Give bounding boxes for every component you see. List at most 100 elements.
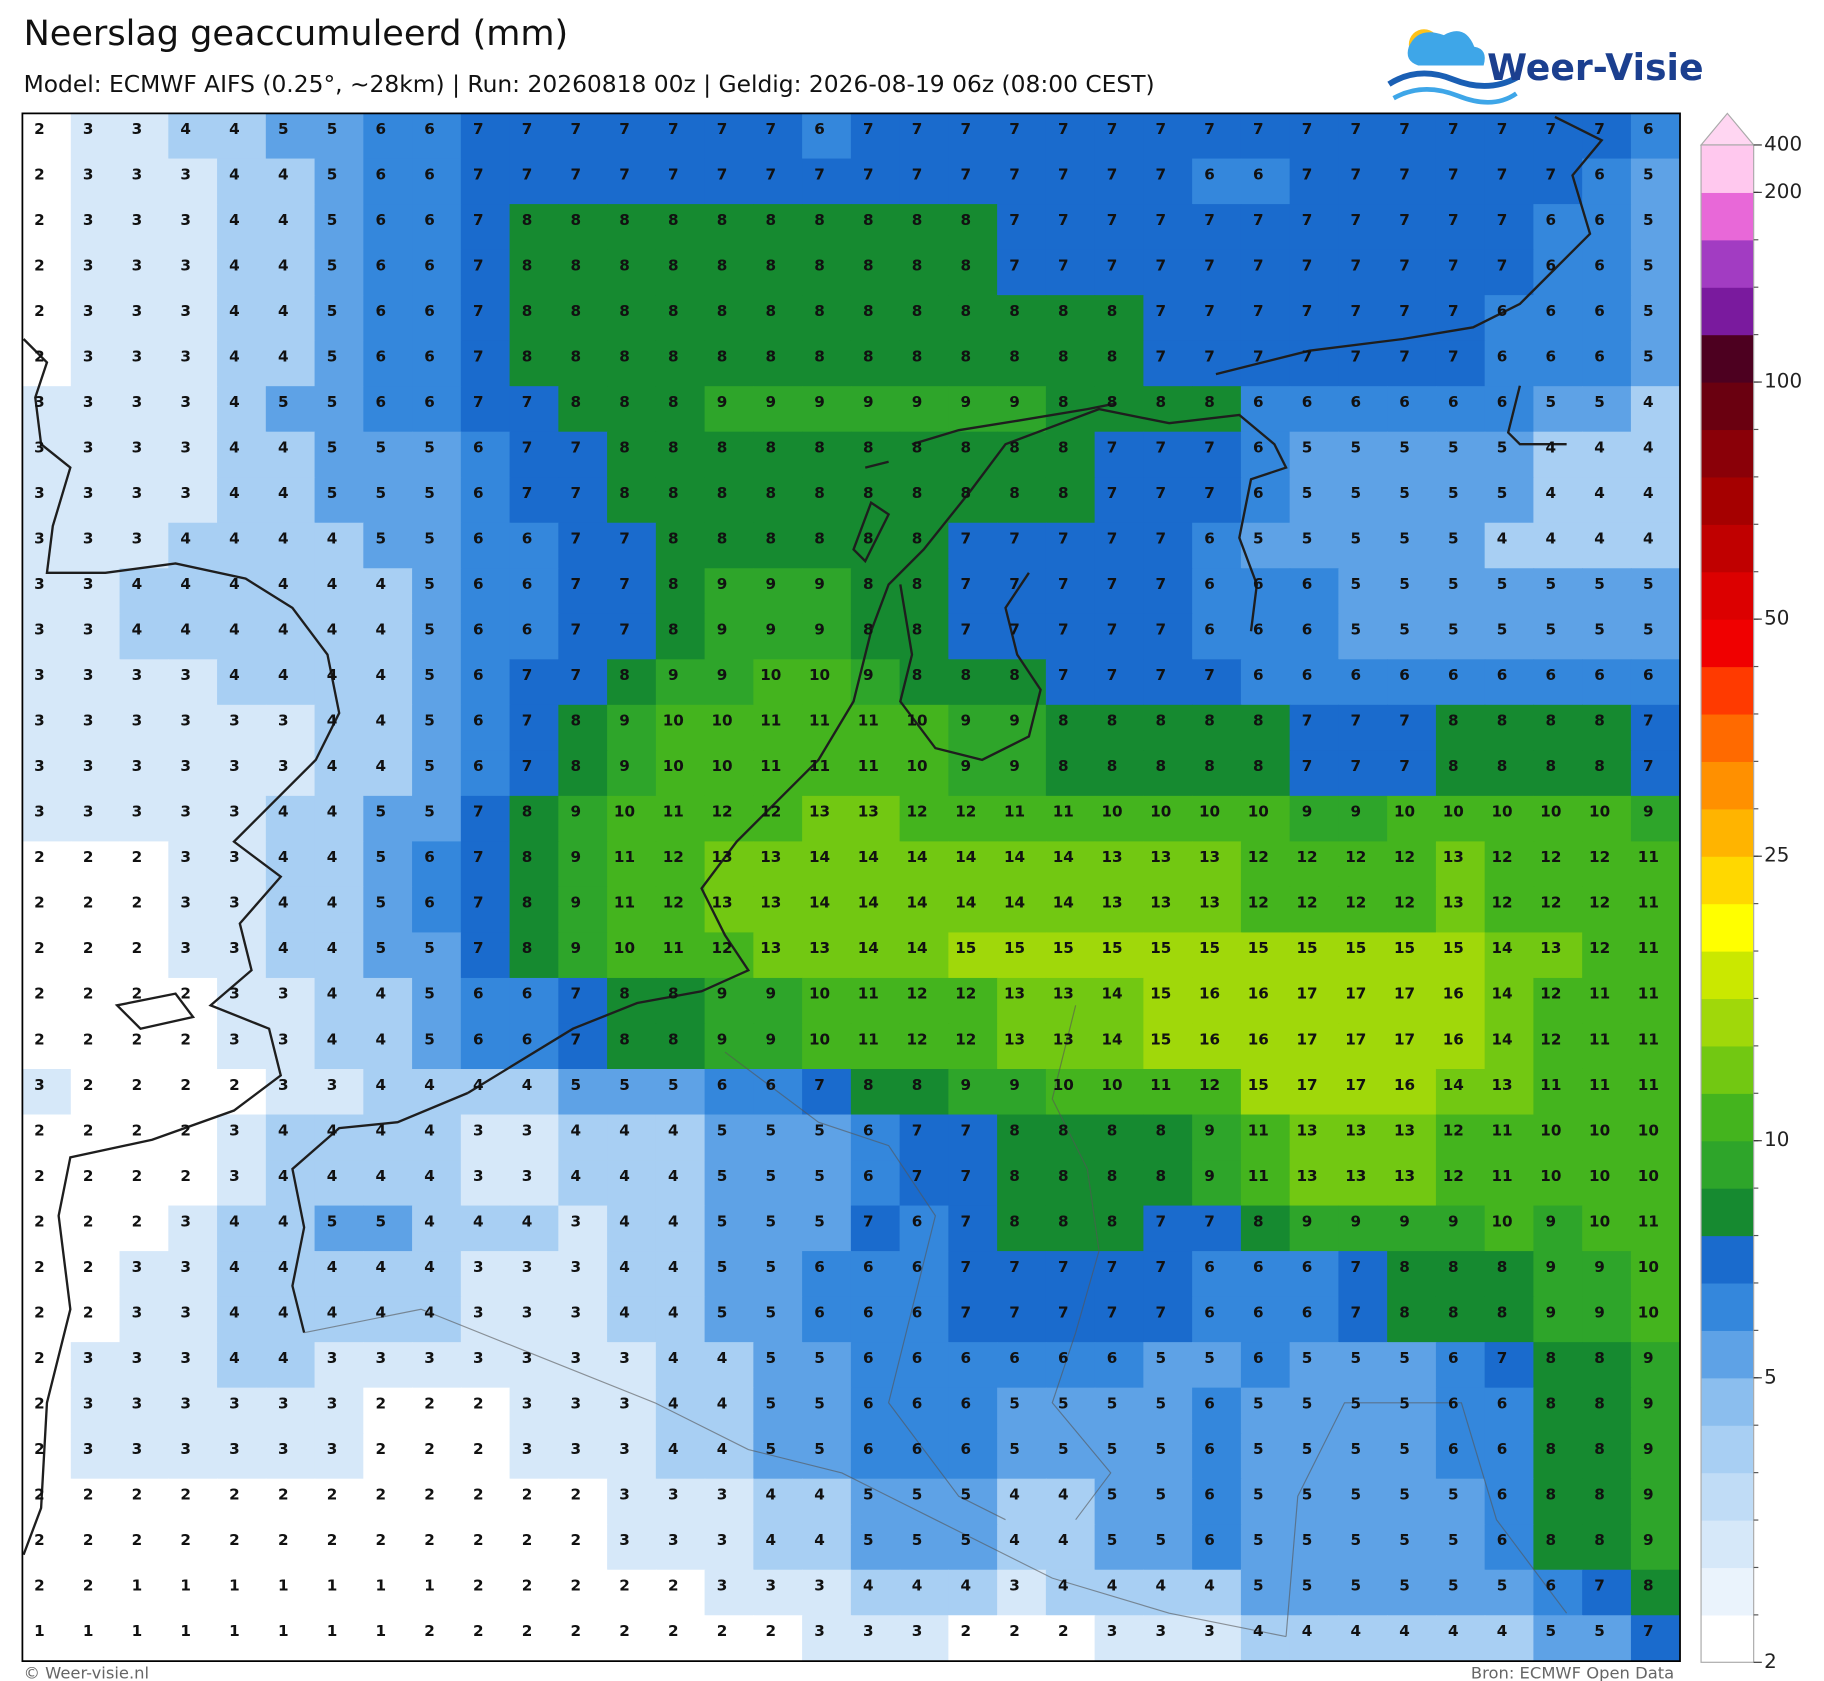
field-cell	[899, 1342, 950, 1389]
field-cell	[850, 1296, 901, 1343]
grid-value: 7	[1107, 575, 1118, 593]
grid-value: 12	[1394, 894, 1415, 912]
field-cell	[1387, 113, 1437, 160]
grid-value: 4	[229, 211, 240, 229]
grid-value: 8	[1546, 712, 1557, 730]
field-cell	[1192, 1342, 1242, 1389]
field-cell	[704, 1205, 755, 1252]
grid-value: 10	[1540, 803, 1561, 821]
grid-value: 1	[229, 1577, 240, 1595]
field-cell	[704, 204, 755, 251]
grid-value: 3	[327, 1440, 338, 1458]
field-cell	[1338, 477, 1388, 524]
field-cell	[1582, 1387, 1632, 1434]
grid-value: 14	[858, 939, 879, 957]
grid-value: 3	[34, 438, 45, 456]
grid-value: 11	[858, 985, 879, 1003]
field-cell	[948, 1068, 998, 1116]
field-cell	[1192, 568, 1242, 615]
grid-value: 4	[1594, 484, 1605, 502]
grid-value: 3	[132, 1394, 143, 1412]
grid-value: 5	[375, 484, 386, 502]
field-cell	[509, 522, 560, 569]
grid-value: 7	[1156, 575, 1167, 593]
field-cell	[1484, 249, 1535, 296]
grid-value: 16	[1248, 1030, 1269, 1048]
grid-value: 2	[522, 1577, 533, 1595]
field-cell	[1289, 795, 1340, 843]
grid-value: 8	[717, 530, 728, 548]
field-cell	[1143, 1114, 1193, 1161]
grid-value: 3	[278, 985, 289, 1003]
grid-value: 5	[814, 1121, 825, 1139]
grid-value: 4	[278, 575, 289, 593]
grid-value: 7	[960, 1121, 971, 1139]
field-cell	[1630, 340, 1681, 387]
field-cell	[509, 1433, 560, 1480]
grid-value: 11	[1540, 1076, 1561, 1094]
grid-value: 5	[1302, 484, 1313, 502]
field-cell	[1045, 295, 1096, 342]
field-cell	[753, 431, 803, 478]
colorbar-band	[1701, 144, 1754, 193]
grid-value: 5	[1399, 1349, 1410, 1367]
colorbar-band	[1701, 429, 1754, 478]
grid-value: 3	[619, 1394, 630, 1412]
field-cell	[997, 1251, 1047, 1298]
grid-value: 3	[132, 1303, 143, 1321]
grid-value: 2	[180, 1531, 191, 1549]
grid-value: 8	[1009, 666, 1020, 684]
field-cell	[1582, 932, 1632, 979]
field-cell	[948, 795, 998, 843]
grid-value: 11	[1004, 803, 1025, 821]
field-cell	[1045, 113, 1096, 160]
field-cell	[704, 1387, 755, 1434]
grid-value: 2	[83, 1076, 94, 1094]
field-cell	[363, 1114, 413, 1161]
grid-value: 11	[1638, 1076, 1659, 1094]
colorbar-band	[1701, 1330, 1754, 1379]
field-cell	[1143, 204, 1193, 251]
grid-value: 2	[34, 211, 45, 229]
field-cell	[607, 1251, 657, 1298]
grid-value: 15	[1394, 939, 1415, 957]
grid-value: 6	[1204, 165, 1215, 183]
field-cell	[948, 613, 998, 661]
field-cell	[1387, 704, 1437, 752]
grid-value: 4	[375, 575, 386, 593]
field-cell	[607, 704, 657, 752]
grid-value: 5	[765, 1394, 776, 1412]
grid-value: 5	[1497, 621, 1508, 639]
grid-value: 6	[375, 256, 386, 274]
field-cell	[753, 1524, 803, 1571]
field-cell	[412, 795, 462, 843]
grid-value: 5	[375, 530, 386, 548]
field-cell	[850, 295, 901, 342]
field-cell	[1094, 1387, 1145, 1434]
field-cell	[899, 795, 950, 843]
grid-value: 5	[1204, 1349, 1215, 1367]
field-cell	[509, 750, 560, 797]
grid-value: 9	[814, 621, 825, 639]
field-cell	[314, 1068, 365, 1116]
field-cell	[1143, 704, 1193, 752]
grid-value: 2	[34, 1485, 45, 1503]
grid-value: 5	[1351, 1577, 1362, 1595]
field-cell	[168, 1114, 218, 1161]
grid-value: 16	[1443, 1030, 1464, 1048]
grid-value: 7	[619, 165, 630, 183]
grid-value: 9	[717, 621, 728, 639]
field-cell	[899, 158, 950, 205]
colorbar-band	[1701, 239, 1754, 288]
grid-value: 6	[1351, 666, 1362, 684]
grid-value: 2	[180, 1076, 191, 1094]
grid-value: 2	[229, 1531, 240, 1549]
field-cell	[265, 477, 316, 524]
grid-value: 5	[424, 575, 435, 593]
grid-value: 3	[229, 1121, 240, 1139]
grid-value: 4	[570, 1167, 581, 1185]
field-cell	[70, 659, 121, 706]
grid-value: 6	[1204, 1258, 1215, 1276]
grid-value: 6	[863, 1167, 874, 1185]
grid-value: 17	[1394, 1030, 1415, 1048]
